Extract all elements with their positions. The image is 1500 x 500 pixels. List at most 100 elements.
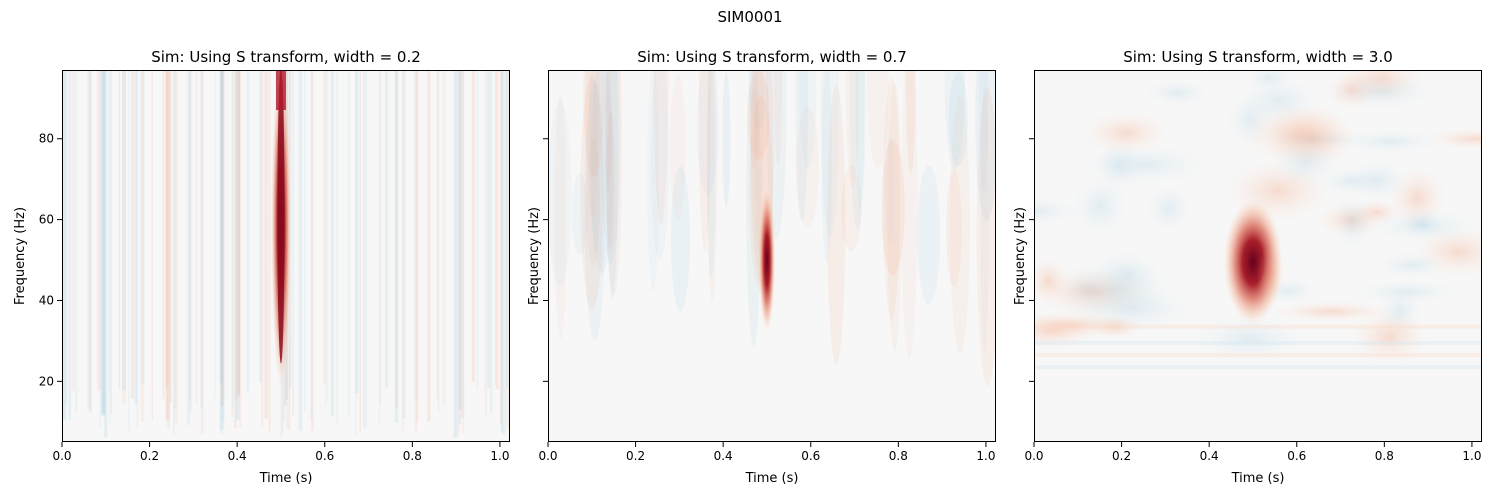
texture-streak <box>118 70 120 388</box>
texture-blob <box>606 109 615 252</box>
texture-blob <box>698 70 711 251</box>
texture-blob <box>653 70 669 226</box>
panel-title: Sim: Using S transform, width = 0.2 <box>151 48 421 66</box>
plot-frame <box>548 70 996 442</box>
x-tick-label: 0.6 <box>801 449 820 463</box>
y-axis-label: Frequency (Hz) <box>13 207 28 305</box>
texture-streak <box>442 70 446 406</box>
texture-streak <box>235 70 240 421</box>
texture-streak <box>134 70 137 405</box>
texture-streak <box>264 70 269 419</box>
texture-blob <box>590 70 613 274</box>
texture-streak <box>174 70 177 410</box>
texture-streak <box>162 70 165 399</box>
texture-streak <box>169 70 172 403</box>
texture-blob <box>1341 129 1440 155</box>
texture-blob <box>979 70 989 190</box>
texture-blob <box>548 100 572 287</box>
texture-streak <box>494 70 497 386</box>
texture-blob <box>885 135 896 245</box>
plot-frame <box>1034 70 1482 442</box>
texture-streak <box>108 70 110 396</box>
texture-streak <box>261 70 264 428</box>
texture-blob <box>1352 280 1463 304</box>
texture-streak <box>471 70 475 382</box>
texture-blob <box>845 70 860 187</box>
texture-blob <box>554 93 567 340</box>
texture-blob <box>647 70 660 291</box>
texture-streak <box>119 70 121 390</box>
burst-tail <box>1256 244 1285 308</box>
texture-streak <box>104 70 108 438</box>
texture-band <box>1034 365 1482 370</box>
texture-streak <box>394 70 398 409</box>
texture-streak <box>414 70 418 399</box>
texture-streak <box>335 70 339 424</box>
texture-blob <box>887 81 902 353</box>
texture-streak <box>394 70 399 423</box>
texture-streak <box>298 70 303 432</box>
texture-streak <box>485 70 488 415</box>
texture-streak <box>219 70 224 429</box>
panel-1: Sim: Using S transform, width = 0.2 0.0 0.… <box>13 48 510 486</box>
texture-blob <box>580 76 604 310</box>
y-tick-label: 80 <box>39 132 54 146</box>
texture-blob <box>1226 92 1274 147</box>
texture-streak <box>136 70 139 429</box>
texture-blob <box>603 70 612 191</box>
x-tick-label: 1.0 <box>490 449 509 463</box>
texture-streak <box>173 70 175 435</box>
texture-streak <box>219 70 224 434</box>
texture-blob <box>975 70 996 222</box>
panel-3: Sim: Using S transform, width = 3.0 0.0 0.… <box>1013 48 1482 486</box>
texture-blob <box>1034 196 1082 226</box>
texture-streak <box>402 70 406 419</box>
texture-streak <box>330 70 334 417</box>
texture-streak <box>164 70 167 429</box>
x-axis-label: Time (s) <box>745 471 799 486</box>
texture-streak <box>233 70 238 429</box>
texture-blob <box>820 70 840 237</box>
texture-streak <box>437 70 440 414</box>
x-tick-label: 0.2 <box>1112 449 1131 463</box>
texture-blob <box>799 70 817 169</box>
texture-blob <box>881 139 905 277</box>
x-tick-label: 1.0 <box>1462 449 1481 463</box>
texture-blob <box>773 70 783 166</box>
texture-band <box>1034 353 1482 358</box>
texture-streak <box>166 70 171 421</box>
texture-streak <box>122 70 126 391</box>
texture-blob <box>589 70 602 254</box>
burst-top <box>275 70 286 110</box>
texture-streak <box>127 70 130 432</box>
texture-streak <box>259 70 262 383</box>
texture-streak <box>101 70 105 414</box>
texture-blob <box>707 70 718 302</box>
texture-streak <box>311 70 314 431</box>
plot-frame <box>62 70 510 442</box>
texture-streak <box>135 70 137 403</box>
texture-streak <box>461 70 465 418</box>
texture-streak <box>231 70 234 418</box>
texture-streak <box>459 70 462 424</box>
texture-streak <box>348 70 350 418</box>
y-tick-label: 40 <box>39 293 54 307</box>
heatmap-content <box>548 70 996 386</box>
texture-blob <box>722 72 731 207</box>
texture-blob <box>1034 257 1069 304</box>
texture-streak <box>140 70 144 422</box>
y-tick-label: 60 <box>39 213 54 227</box>
x-tick-label: 0.8 <box>889 449 908 463</box>
texture-blob <box>696 70 719 195</box>
panel-title: Sim: Using S transform, width = 3.0 <box>1123 48 1393 66</box>
texture-streak <box>165 70 169 388</box>
texture-blob <box>917 165 941 305</box>
texture-streak <box>427 70 431 422</box>
texture-blob <box>601 70 621 264</box>
texture-blob <box>606 70 619 299</box>
texture-streak <box>189 70 191 401</box>
texture-streak <box>232 70 235 409</box>
texture-streak <box>71 70 75 391</box>
texture-blob <box>650 70 670 261</box>
texture-streak <box>484 70 486 418</box>
